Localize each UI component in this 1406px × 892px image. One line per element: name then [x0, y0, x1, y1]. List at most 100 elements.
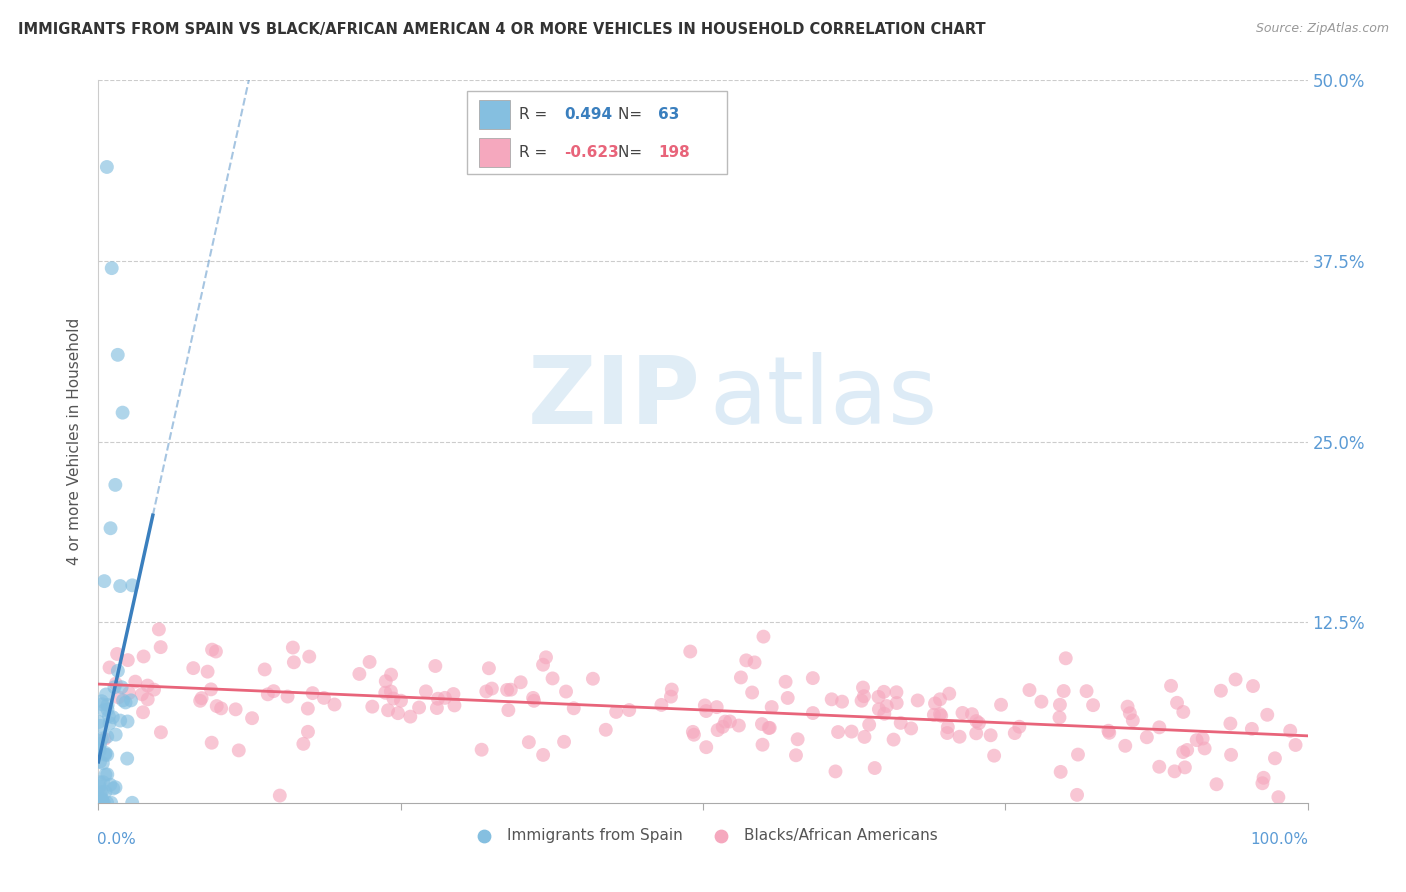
- Point: [301, 686, 323, 700]
- Point: [98, 660, 121, 674]
- Point: [1049, 710, 1071, 724]
- Text: ZIP: ZIP: [527, 352, 700, 444]
- Point: [965, 714, 987, 728]
- Point: [786, 732, 808, 747]
- Point: [117, 714, 139, 729]
- Point: [619, 703, 641, 717]
- Point: [382, 691, 405, 706]
- Point: [281, 640, 304, 655]
- Point: [952, 706, 974, 720]
- Point: [111, 406, 134, 420]
- Point: [148, 623, 170, 637]
- Point: [124, 674, 146, 689]
- Text: 63: 63: [658, 107, 679, 121]
- Point: [115, 751, 138, 765]
- Point: [1253, 771, 1275, 785]
- Point: [730, 670, 752, 684]
- Point: [89, 775, 111, 789]
- Point: [97, 709, 120, 723]
- Point: [117, 653, 139, 667]
- Point: [253, 663, 276, 677]
- Point: [1173, 705, 1195, 719]
- Bar: [479, 100, 509, 128]
- Point: [380, 667, 402, 681]
- Point: [263, 684, 285, 698]
- Point: [522, 690, 544, 705]
- Point: [682, 724, 704, 739]
- Point: [1166, 696, 1188, 710]
- Point: [292, 737, 315, 751]
- Point: [91, 796, 114, 810]
- Point: [1174, 760, 1197, 774]
- Point: [277, 690, 299, 704]
- Point: [87, 796, 110, 810]
- Point: [297, 724, 319, 739]
- Point: [1004, 726, 1026, 740]
- Point: [205, 699, 228, 714]
- Point: [269, 789, 291, 803]
- Point: [91, 756, 114, 771]
- Point: [650, 698, 672, 712]
- Point: [695, 704, 717, 718]
- Point: [776, 690, 799, 705]
- Point: [693, 698, 716, 713]
- Point: [90, 796, 112, 810]
- Point: [87, 733, 110, 747]
- Point: [821, 692, 844, 706]
- Point: [112, 693, 135, 707]
- Point: [1191, 731, 1213, 746]
- Text: 0.0%: 0.0%: [97, 831, 136, 847]
- Point: [751, 717, 773, 731]
- Point: [929, 708, 952, 723]
- Point: [1119, 706, 1142, 721]
- Point: [89, 796, 111, 810]
- Point: [297, 701, 319, 715]
- Point: [827, 725, 849, 739]
- Point: [890, 715, 912, 730]
- Point: [1160, 679, 1182, 693]
- Point: [114, 695, 136, 709]
- Point: [478, 661, 501, 675]
- Point: [983, 748, 1005, 763]
- Point: [1018, 683, 1040, 698]
- Point: [94, 746, 117, 760]
- Point: [209, 701, 232, 715]
- Point: [960, 707, 983, 722]
- Text: N=: N=: [619, 145, 647, 160]
- Point: [283, 655, 305, 669]
- Point: [103, 680, 125, 694]
- Point: [785, 748, 807, 763]
- Point: [1209, 683, 1232, 698]
- Text: -0.623: -0.623: [564, 145, 619, 160]
- Point: [475, 684, 498, 698]
- Point: [111, 680, 134, 694]
- Point: [105, 647, 128, 661]
- Point: [741, 685, 763, 699]
- Point: [359, 655, 381, 669]
- Point: [801, 706, 824, 720]
- Point: [714, 714, 737, 729]
- Point: [1008, 720, 1031, 734]
- Point: [441, 687, 464, 701]
- Point: [90, 796, 112, 810]
- Point: [90, 792, 112, 806]
- Point: [103, 781, 125, 796]
- Point: [121, 578, 143, 592]
- Point: [967, 716, 990, 731]
- Point: [361, 699, 384, 714]
- Text: 198: 198: [658, 145, 690, 160]
- Point: [87, 741, 110, 756]
- Point: [228, 743, 250, 757]
- Point: [761, 700, 783, 714]
- Point: [735, 653, 758, 667]
- Point: [323, 698, 346, 712]
- Point: [143, 682, 166, 697]
- Point: [312, 690, 335, 705]
- Point: [841, 724, 863, 739]
- Point: [104, 676, 127, 690]
- Text: R =: R =: [519, 107, 553, 121]
- Point: [1284, 738, 1306, 752]
- Point: [1097, 723, 1119, 738]
- Point: [929, 692, 952, 706]
- Point: [868, 702, 890, 716]
